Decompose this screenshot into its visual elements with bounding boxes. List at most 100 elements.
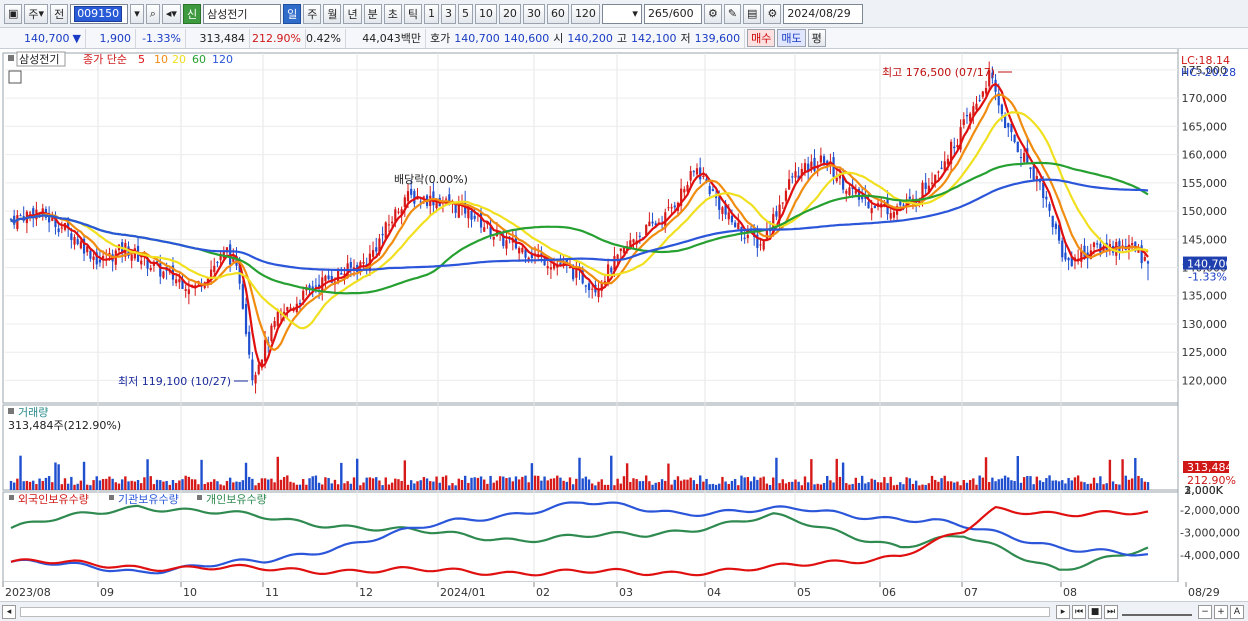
volume-bar: [603, 484, 607, 490]
x-axis-label: 09: [100, 586, 114, 599]
zoom-out-icon[interactable]: −: [1198, 604, 1212, 619]
gear-icon[interactable]: ⚙: [763, 3, 782, 24]
num-60[interactable]: 60: [546, 3, 569, 24]
sound-icon[interactable]: ◂▾: [161, 3, 181, 24]
volume-bar: [1057, 481, 1061, 490]
period-week[interactable]: 주: [303, 3, 322, 24]
period-month[interactable]: 월: [323, 3, 342, 24]
volume-bar: [1124, 475, 1127, 490]
candle-body: [902, 204, 905, 206]
candle-body: [835, 177, 838, 182]
volume-bar: [149, 476, 152, 490]
save-icon[interactable]: ▤: [743, 3, 762, 24]
new-badge[interactable]: 신: [182, 3, 202, 24]
font-icon[interactable]: A: [1230, 604, 1244, 619]
code-dropdown-icon[interactable]: ▾: [130, 3, 144, 24]
scroll-track[interactable]: [20, 606, 1050, 617]
volume-bar: [676, 476, 680, 490]
candle-body: [892, 211, 896, 218]
stock-name-field[interactable]: 삼성전기: [203, 3, 282, 24]
candle-body: [889, 212, 892, 219]
first-icon[interactable]: ⏮: [1072, 604, 1086, 619]
volume-bar: [613, 485, 616, 490]
num-1[interactable]: 1: [423, 3, 439, 24]
settings-icon[interactable]: ⚙: [703, 3, 722, 24]
num-10[interactable]: 10: [474, 3, 497, 24]
zoom-slider[interactable]: [1122, 608, 1192, 616]
zoom-in-icon[interactable]: +: [1214, 604, 1228, 619]
period-year[interactable]: 년: [343, 3, 362, 24]
ma120-line: [10, 178, 1149, 272]
candle-body: [530, 254, 533, 259]
volume-bar: [273, 482, 276, 490]
scroll-left-icon[interactable]: ◂: [2, 604, 16, 619]
num-5[interactable]: 5: [457, 3, 473, 24]
volume-tick-label: 2,000K: [1184, 484, 1223, 497]
volume-bar: [213, 479, 216, 490]
date-field[interactable]: 2024/08/29: [783, 3, 864, 24]
volume-bar: [200, 459, 203, 490]
candle-body: [940, 167, 943, 169]
volume-bar: [267, 479, 270, 490]
eval-button[interactable]: 평: [807, 29, 826, 47]
candle-body: [505, 240, 508, 249]
volume-bar: [54, 462, 57, 490]
candle-body: [946, 158, 950, 165]
sell-button[interactable]: 매도: [777, 29, 806, 47]
stock-chart[interactable]: 175,000 170,000 165,000 160,000 155,000 150,0…: [0, 49, 1248, 601]
volume-tick-label: 1,000K: [1184, 484, 1223, 497]
candle-body: [918, 200, 921, 205]
price-tick-label: 135,000: [1182, 290, 1228, 303]
candle-body: [483, 227, 486, 232]
period-second[interactable]: 초: [383, 3, 402, 24]
volume-bar: [905, 477, 908, 490]
candle-body: [1016, 141, 1019, 153]
x-axis-band: [0, 582, 1248, 601]
volume-bar: [1080, 481, 1083, 490]
volume-bar: [1134, 457, 1137, 490]
layout-icon[interactable]: ▣: [4, 3, 23, 24]
candle-body: [819, 155, 822, 163]
num-120[interactable]: 120: [570, 3, 600, 24]
prev-button[interactable]: 전: [50, 3, 69, 24]
x-axis-label: 03: [619, 586, 633, 599]
chart-scrollbar[interactable]: ◂ ▸ ⏮ ■ ⏭ − + A: [0, 601, 1248, 621]
candle-body: [540, 253, 543, 255]
volume-bar: [492, 482, 495, 490]
num-20[interactable]: 20: [498, 3, 521, 24]
period-day[interactable]: 일: [283, 3, 302, 24]
candle-body: [1118, 240, 1121, 252]
candle-body: [908, 196, 911, 199]
num-3[interactable]: 3: [440, 3, 456, 24]
volume-bar: [435, 476, 438, 490]
search-icon[interactable]: ⌕: [145, 3, 160, 24]
volume-bar: [1029, 476, 1032, 490]
buy-button[interactable]: 매수: [747, 29, 776, 47]
volume-bar: [136, 480, 140, 490]
volume-bar: [689, 477, 692, 490]
stop-icon[interactable]: ■: [1088, 604, 1102, 619]
volume-bar: [1130, 478, 1134, 490]
candle-body: [854, 190, 857, 194]
volume-bar: [946, 481, 950, 490]
num-30[interactable]: 30: [522, 3, 545, 24]
scroll-right-icon[interactable]: ▸: [1056, 604, 1070, 619]
candle-body: [568, 266, 572, 269]
draw-icon[interactable]: ✎: [723, 3, 742, 24]
volume-bar: [120, 479, 124, 490]
type-select[interactable]: 주 ▾: [24, 3, 49, 24]
volume-bar: [533, 475, 537, 490]
volume-bar: [371, 478, 375, 490]
volume-bar: [873, 479, 877, 490]
volume-bar: [721, 476, 724, 490]
last-icon[interactable]: ⏭: [1104, 604, 1118, 619]
candle-body: [422, 196, 425, 198]
period-minute[interactable]: 분: [363, 3, 382, 24]
custom-period-select[interactable]: ▾: [601, 3, 642, 24]
candle-body: [629, 240, 632, 247]
period-tick[interactable]: 틱: [403, 3, 422, 24]
candle-body: [651, 221, 654, 224]
count-field[interactable]: 265/600: [643, 3, 702, 24]
code-input[interactable]: 009150: [70, 3, 129, 24]
volume-bar: [340, 462, 343, 490]
